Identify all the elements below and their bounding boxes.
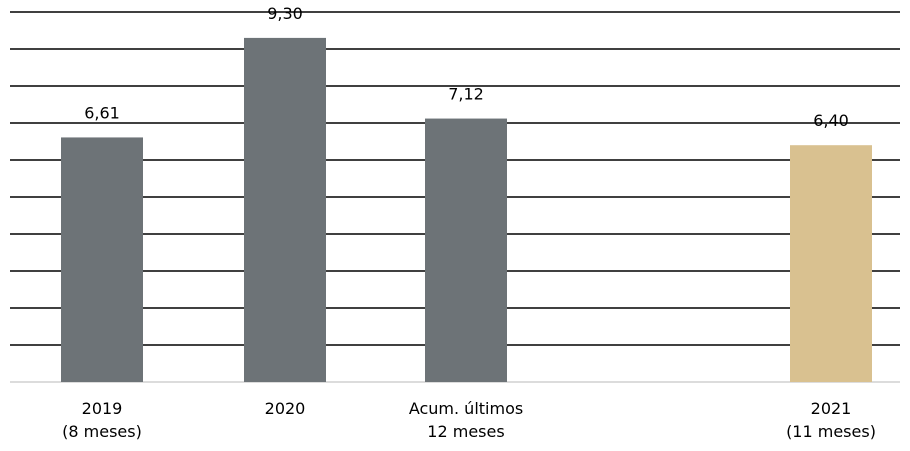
category-label: Acum. últimos 12 meses (409, 399, 523, 441)
category-labels: 2019 (8 meses) 2020 Acum. últimos 12 meses 20… (62, 399, 876, 441)
value-labels: 6,61 9,30 7,12 6,40 (84, 4, 849, 130)
category-label-line: Acum. últimos (409, 399, 523, 418)
category-label-line: 2019 (82, 399, 123, 418)
category-label-line: (8 meses) (62, 422, 142, 441)
category-label-line: 2020 (265, 399, 306, 418)
category-label-line: 2021 (811, 399, 852, 418)
data-label: 6,61 (84, 103, 120, 122)
bar (790, 145, 872, 382)
category-label-line: 12 meses (427, 422, 504, 441)
data-label: 9,30 (267, 4, 303, 23)
bar (61, 137, 143, 382)
category-label-line: (11 meses) (786, 422, 876, 441)
bars (61, 37, 872, 383)
category-label: 2021 (11 meses) (786, 399, 876, 441)
bar (425, 118, 507, 382)
data-label: 7,12 (448, 85, 484, 104)
category-label: 2020 (265, 399, 306, 418)
category-label: 2019 (8 meses) (62, 399, 142, 441)
bar (244, 37, 326, 383)
data-label: 6,40 (813, 111, 849, 130)
